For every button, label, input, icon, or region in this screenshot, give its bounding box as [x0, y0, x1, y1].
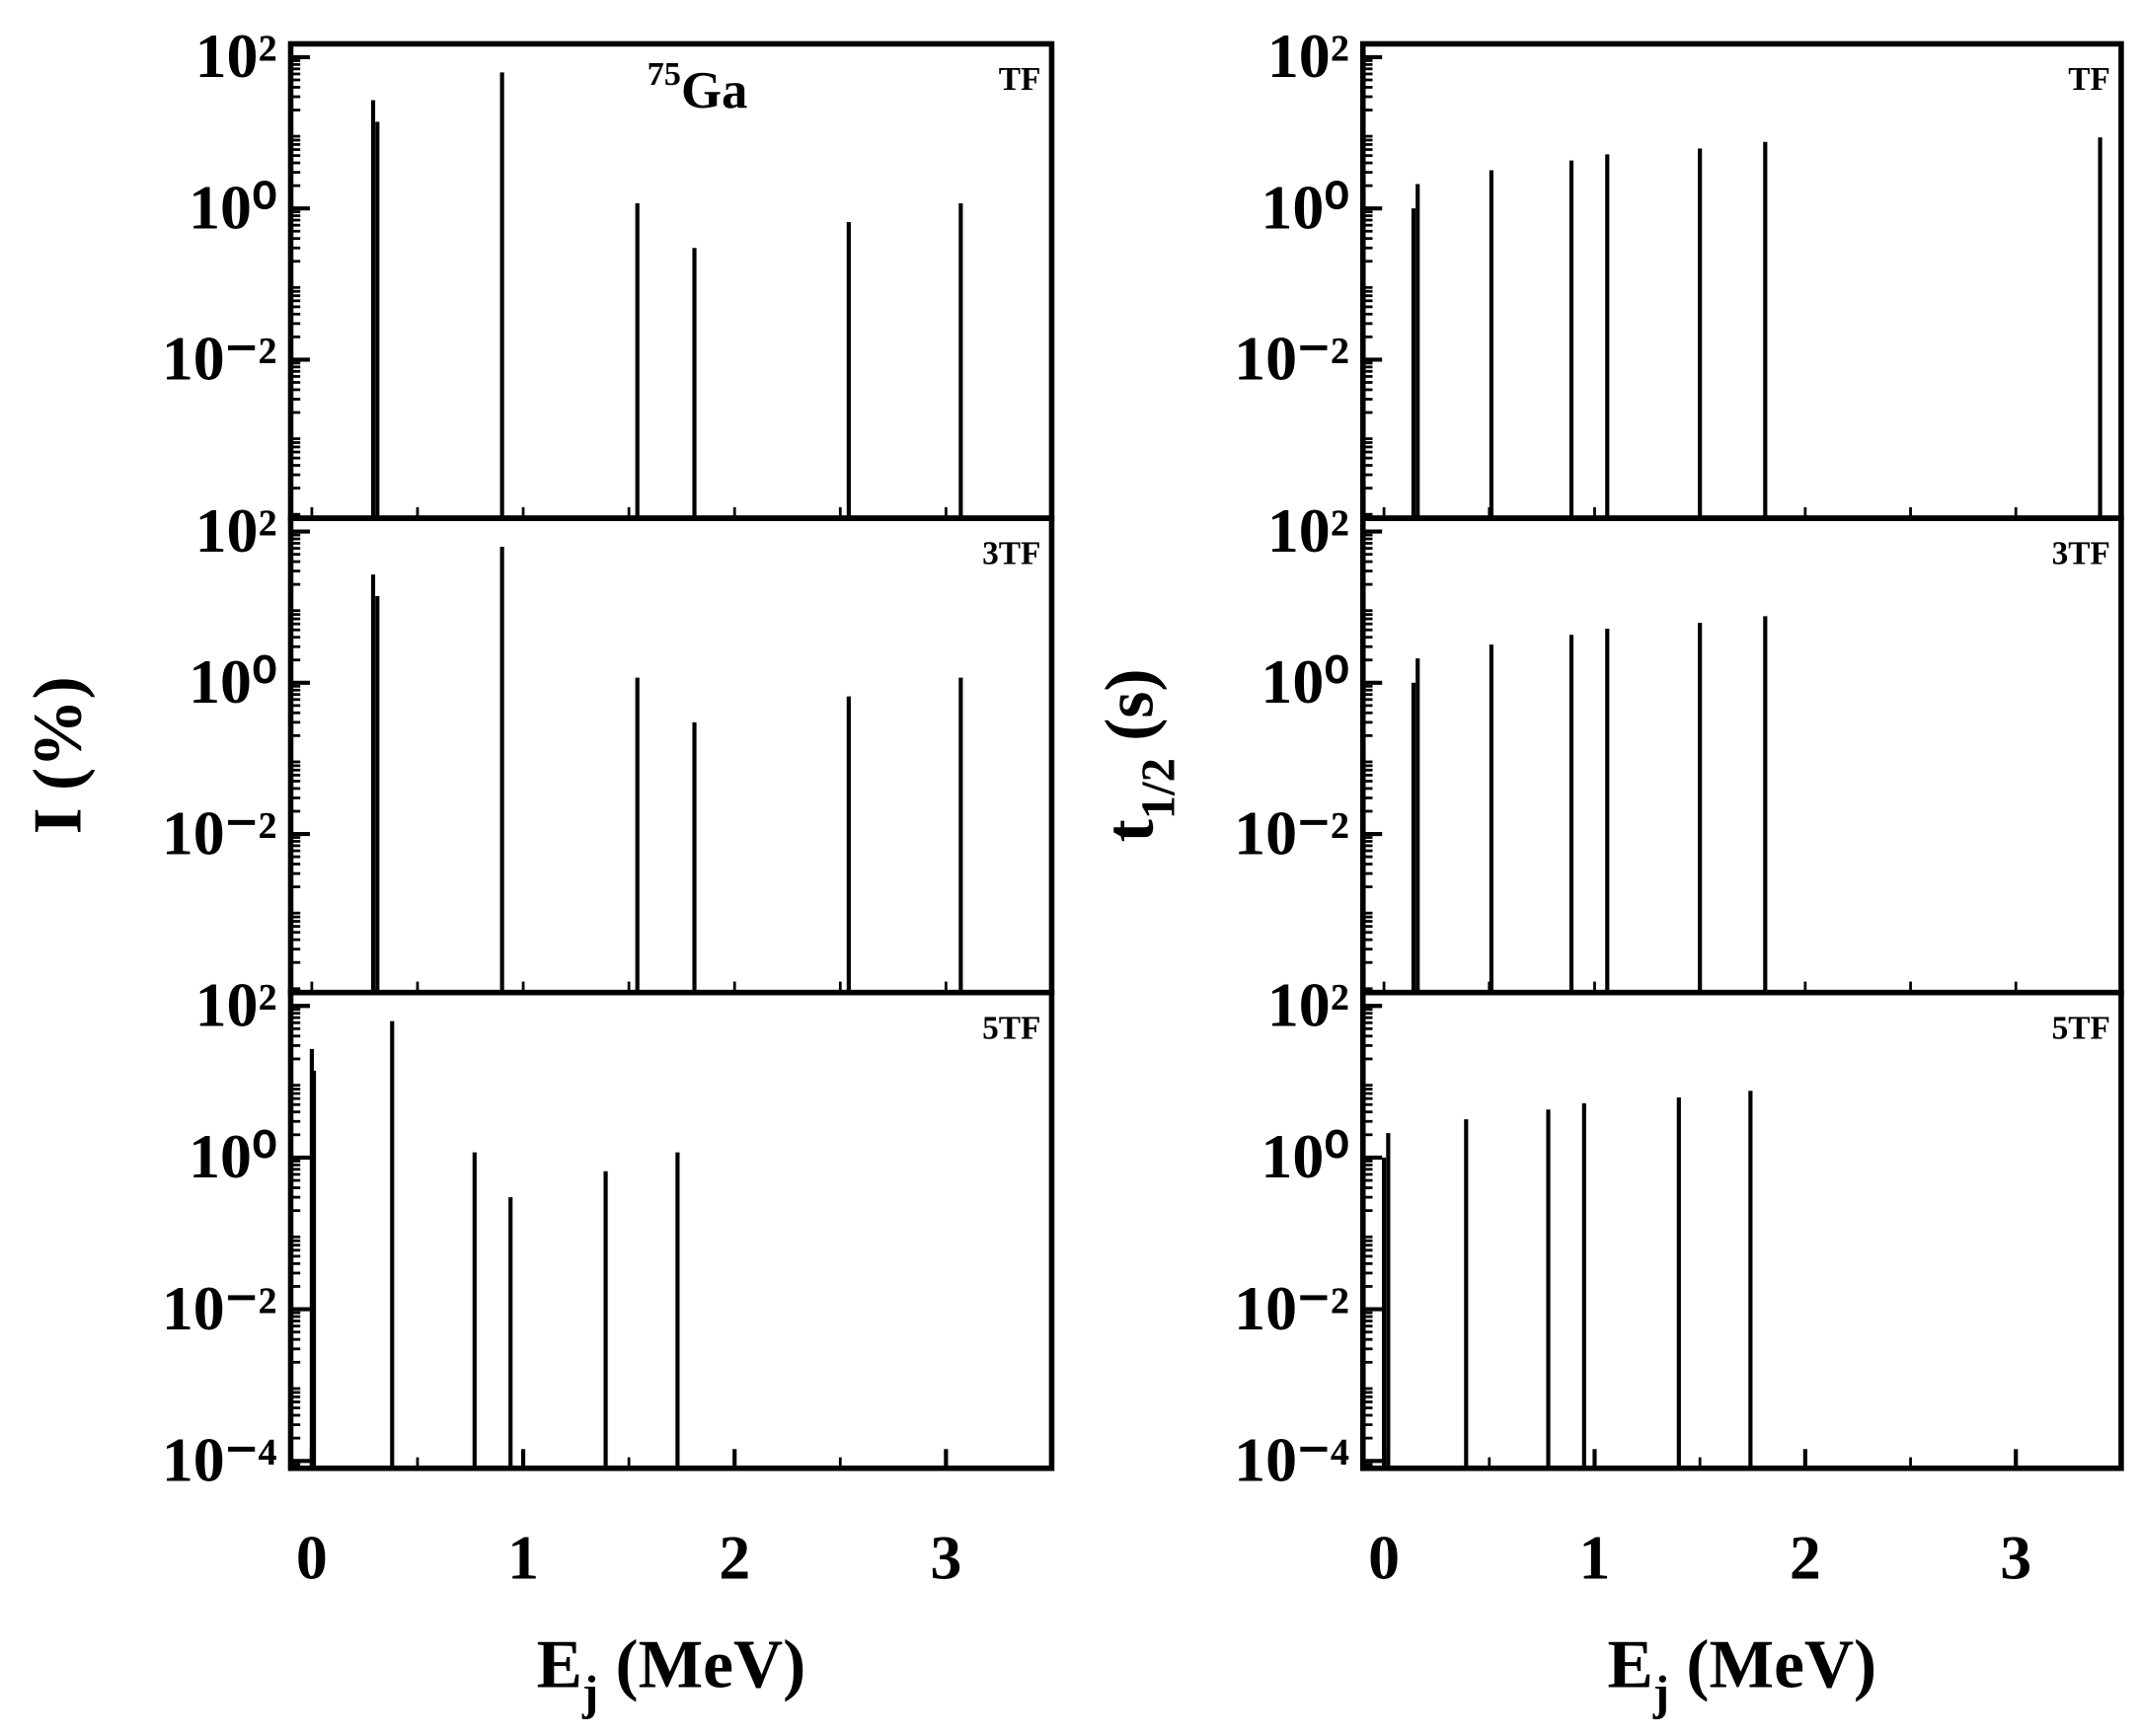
x-tick-label: 1	[507, 1523, 539, 1593]
panel-frame	[1359, 989, 2124, 1472]
panel-frame	[1359, 40, 2124, 521]
y-tick-label: 10⁰	[189, 646, 276, 717]
y-tick-label: 10⁰	[189, 1121, 276, 1191]
y-tick-label: 10²	[1267, 969, 1349, 1039]
x-axis-label-sub: j	[1652, 1666, 1669, 1719]
y-axis-label-main: t	[1093, 819, 1169, 842]
panel-frame	[1359, 515, 2124, 996]
x-tick-label: 2	[719, 1523, 750, 1593]
y-tick-label: 10⁻²	[162, 797, 277, 868]
y-tick-label: 10²	[195, 495, 277, 566]
y-axis-label-rest: (s)	[1093, 668, 1169, 758]
x-axis-label: Ej (MeV)	[1608, 1626, 1877, 1719]
y-tick-label: 10²	[195, 969, 277, 1039]
y-tick-label: 10⁰	[1260, 646, 1348, 717]
x-axis-label-rest: (MeV)	[1669, 1626, 1876, 1702]
y-axis-label-sub: 1/2	[1132, 758, 1185, 819]
x-axis-label: Ej (MeV)	[537, 1626, 806, 1719]
y-tick-label: 10⁻²	[162, 324, 277, 394]
y-tick-label: 10⁻⁴	[162, 1424, 277, 1494]
y-tick-label: 10⁰	[1260, 172, 1348, 242]
y-axis-label: I (%)	[20, 676, 96, 834]
x-axis-label-rest: (MeV)	[598, 1626, 805, 1702]
y-axis-label-main: I (%)	[20, 676, 96, 834]
panel-label: 3TF	[982, 536, 1040, 572]
panel-label: 5TF	[982, 1010, 1040, 1046]
y-tick-label: 10⁻⁴	[1234, 1424, 1349, 1494]
y-tick-label: 10²	[1267, 21, 1349, 91]
y-tick-label: 10⁻²	[1234, 324, 1349, 394]
annotation-main: Ga	[681, 62, 747, 119]
panel-frame	[287, 515, 1055, 996]
y-tick-label: 10⁻²	[1234, 1273, 1349, 1343]
x-tick-label: 3	[930, 1523, 961, 1593]
panel-label: TF	[999, 61, 1041, 98]
x-tick-label: 3	[2000, 1523, 2031, 1593]
y-tick-label: 10²	[1267, 495, 1349, 566]
y-tick-label: 10²	[195, 21, 277, 91]
panel-frame	[287, 40, 1055, 521]
y-tick-label: 10⁰	[1260, 1121, 1348, 1191]
x-tick-label: 0	[296, 1523, 328, 1593]
y-tick-label: 10⁻²	[162, 1273, 277, 1343]
x-axis-label-main: E	[1608, 1626, 1653, 1702]
y-axis-label: t1/2 (s)	[1093, 668, 1185, 842]
y-tick-label: 10⁻²	[1234, 797, 1349, 868]
panel-frame	[287, 989, 1055, 1472]
annotation-sup: 75	[648, 55, 681, 93]
x-tick-label: 2	[1790, 1523, 1821, 1593]
x-tick-label: 1	[1579, 1523, 1611, 1593]
x-axis-label-main: E	[537, 1626, 582, 1702]
x-tick-label: 0	[1368, 1523, 1400, 1593]
panel-label: 3TF	[2052, 536, 2110, 572]
y-tick-label: 10⁰	[189, 172, 276, 242]
x-axis-label-sub: j	[581, 1666, 598, 1719]
annotation: 75Ga	[648, 55, 748, 119]
panel-label: TF	[2068, 61, 2110, 98]
panel-label: 5TF	[2052, 1010, 2110, 1046]
